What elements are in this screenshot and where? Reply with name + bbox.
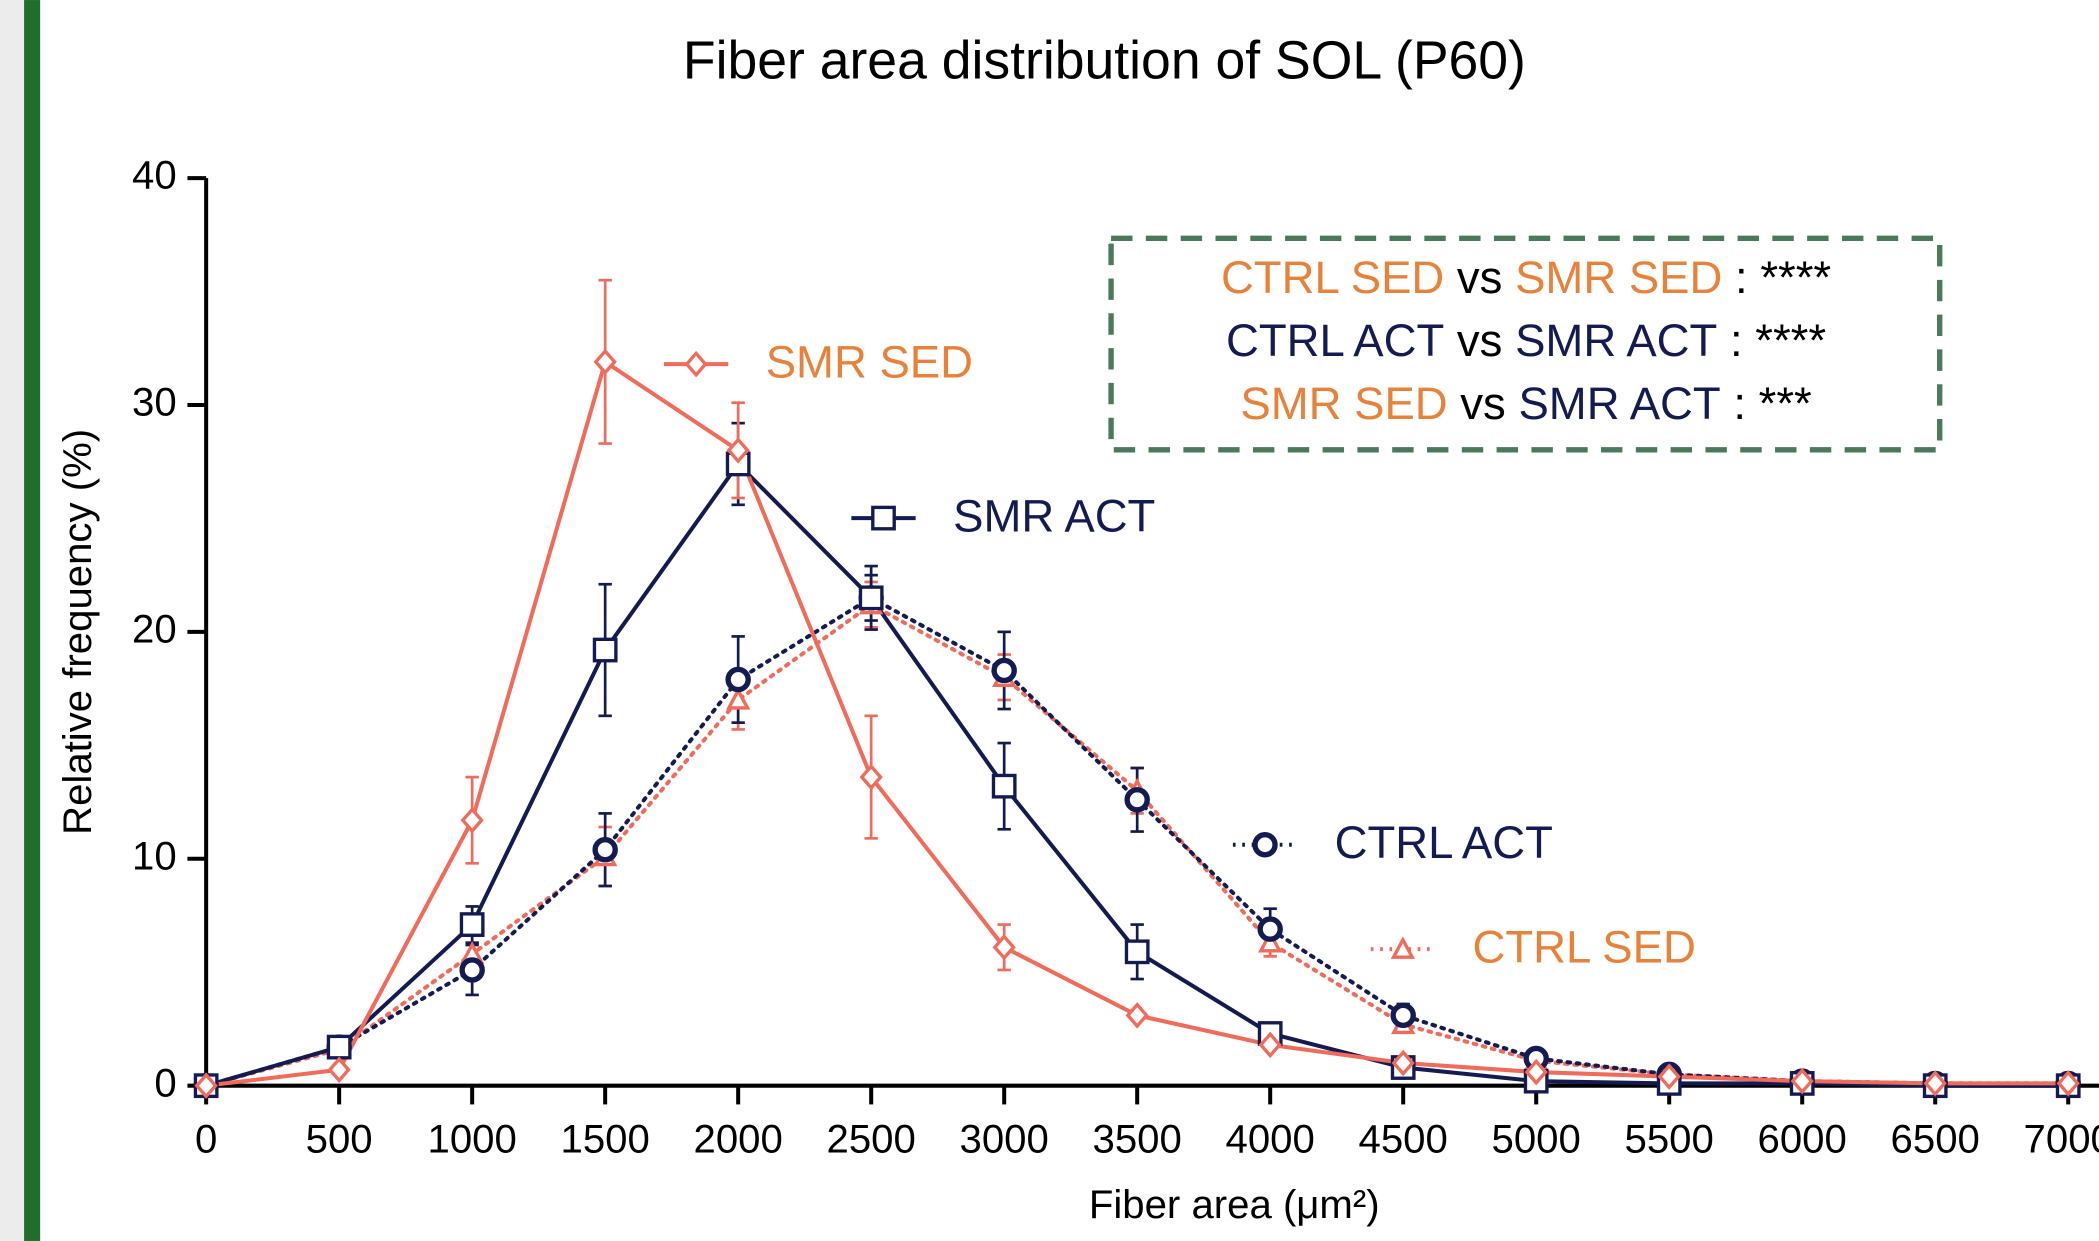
annotation-part: vs [1444,315,1515,366]
x-tick-label: 1000 [428,1117,517,1162]
x-tick-label: 500 [306,1117,373,1162]
x-tick-label: 5000 [1492,1117,1581,1162]
data-point [459,957,485,983]
x-tick-label: 5500 [1625,1117,1714,1162]
legend-label: SMR SED [766,337,973,388]
legend-label: SMR ACT [953,490,1155,541]
annotation-part: CTRL ACT [1226,315,1444,366]
y-tick-label: 0 [154,1060,176,1105]
x-tick-label: 4500 [1359,1117,1448,1162]
x-axis-label: Fiber area (μm²) [1089,1182,1380,1227]
legend-marker [684,350,708,378]
data-point [858,585,884,611]
side-strip [0,0,25,1241]
legend-label: CTRL ACT [1335,817,1553,868]
data-point [859,763,883,791]
x-tick-label: 2000 [694,1117,783,1162]
y-axis-label: Relative frequency (%) [55,429,100,835]
data-point [1258,1031,1282,1059]
data-point [1790,1067,1814,1095]
x-tick-label: 6000 [1758,1117,1847,1162]
x-tick-label: 6500 [1891,1117,1980,1162]
data-point [592,836,618,863]
x-tick-label: 0 [195,1117,217,1162]
y-tick-label: 10 [132,833,177,878]
x-tick-label: 4000 [1226,1117,1315,1162]
annotation-part: : *** [1721,378,1812,429]
data-point [1923,1070,1947,1097]
y-tick-label: 40 [132,153,177,198]
data-point [1124,939,1150,965]
x-tick-label: 3500 [1093,1117,1182,1162]
data-point [1390,1002,1416,1029]
data-point [725,666,751,693]
annotation-part: vs [1444,252,1515,303]
data-point [459,912,485,937]
legend-marker [871,505,896,531]
annotation-part: SMR SED [1515,252,1722,303]
annotation-part: CTRL SED [1221,252,1444,303]
data-point [327,1056,351,1084]
data-point [2056,1070,2080,1097]
data-point [592,637,618,663]
annotation-part: SMR ACT [1518,378,1720,429]
data-point [1524,1058,1548,1086]
legend-marker [1390,936,1416,959]
data-point [991,657,1017,684]
data-point [593,348,617,376]
annotation-part: : **** [1717,315,1826,366]
data-point [992,934,1016,961]
data-point [460,806,484,834]
y-tick-label: 30 [132,380,177,425]
legend-marker [1252,832,1278,858]
data-point [1124,787,1150,813]
x-tick-label: 3000 [960,1117,1049,1162]
data-point [1657,1063,1681,1090]
data-point [326,1034,352,1060]
y-tick-label: 20 [132,606,177,651]
annotation-part: SMR SED [1240,378,1447,429]
annotation-part: vs [1448,378,1519,429]
legend-label: CTRL SED [1473,921,1696,972]
annotation-part: SMR ACT [1515,315,1717,366]
data-point [1125,1002,1149,1029]
data-point [725,687,751,710]
data-point [726,437,750,464]
x-tick-label: 1500 [561,1117,650,1162]
annotation: CTRL ACT vs SMR ACT : **** [1226,315,1826,366]
data-point [991,773,1017,799]
annotation-part: : **** [1722,252,1831,303]
data-point [194,1072,218,1099]
data-point [1391,1049,1415,1077]
x-tick-label: 7000 [2024,1117,2099,1162]
data-point [1257,916,1283,942]
annotation: SMR SED vs SMR ACT : *** [1240,378,1811,429]
data-point [1258,929,1283,953]
chart-title: Fiber area distribution of SOL (P60) [683,31,1526,90]
side-bar [24,0,41,1241]
annotation: CTRL SED vs SMR SED : **** [1221,252,1831,303]
x-tick-label: 2500 [827,1117,916,1162]
